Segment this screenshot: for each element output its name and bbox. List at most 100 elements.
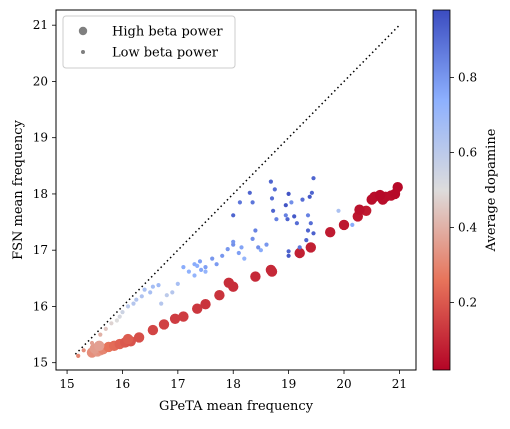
low-beta-point xyxy=(159,301,164,306)
low-beta-point xyxy=(309,190,314,195)
low-beta-point xyxy=(250,200,255,205)
low-beta-point xyxy=(285,217,290,222)
low-beta-point xyxy=(350,222,355,227)
low-beta-point xyxy=(283,203,288,208)
x-axis-label: GPeTA mean frequency xyxy=(159,399,314,414)
high-beta-point xyxy=(223,277,234,288)
high-beta-point xyxy=(122,333,134,345)
low-beta-point xyxy=(336,208,341,213)
y-tick-label: 19 xyxy=(33,131,48,145)
low-beta-point xyxy=(286,253,291,258)
low-beta-point xyxy=(81,348,86,353)
low-beta-point xyxy=(274,217,279,222)
high-beta-point xyxy=(338,219,350,231)
high-beta-point xyxy=(94,340,105,351)
high-beta-point xyxy=(354,204,365,215)
x-tick-label: 17 xyxy=(170,377,185,391)
low-beta-point xyxy=(283,213,288,218)
legend-label-high-beta: High beta power xyxy=(112,25,223,40)
low-beta-point xyxy=(220,253,225,258)
low-beta-point xyxy=(134,297,139,302)
low-beta-point xyxy=(236,250,241,256)
low-beta-point xyxy=(292,214,297,219)
high-beta-point xyxy=(192,303,203,314)
low-beta-point xyxy=(305,228,311,233)
colorbar-tick-label: 0.2 xyxy=(458,296,477,310)
legend-marker-low-beta xyxy=(81,50,85,54)
low-beta-point xyxy=(120,310,125,315)
x-tick-label: 20 xyxy=(336,377,351,391)
low-beta-point xyxy=(109,321,114,326)
low-beta-point xyxy=(203,265,208,270)
low-beta-point xyxy=(139,294,144,299)
low-beta-point xyxy=(308,221,313,226)
low-beta-point xyxy=(203,269,208,274)
low-beta-point xyxy=(186,269,191,274)
y-axis-label: FSN mean frequency xyxy=(11,119,26,259)
low-beta-point xyxy=(150,284,155,289)
low-beta-point xyxy=(268,179,273,184)
data-points-layer xyxy=(76,176,403,358)
low-beta-point xyxy=(125,304,131,309)
low-beta-point xyxy=(89,340,95,346)
low-beta-point xyxy=(300,197,305,202)
high-beta-point xyxy=(392,182,403,193)
identity-reference-line xyxy=(74,24,400,355)
low-beta-point xyxy=(156,283,161,288)
x-tick-label: 15 xyxy=(59,377,74,391)
low-beta-point xyxy=(311,231,316,236)
low-beta-point xyxy=(231,239,236,244)
y-tick-label: 17 xyxy=(33,243,48,257)
plot-area-frame xyxy=(55,9,417,371)
reference-line-layer xyxy=(74,24,400,355)
high-beta-point xyxy=(158,319,170,330)
high-beta-point xyxy=(200,299,211,310)
low-beta-point xyxy=(247,190,252,195)
y-tick-label: 15 xyxy=(33,356,48,370)
colorbar-tick-label: 0.6 xyxy=(458,146,477,160)
low-beta-point xyxy=(269,196,275,201)
low-beta-point xyxy=(225,247,230,252)
low-beta-point xyxy=(214,262,219,267)
low-beta-point xyxy=(305,213,311,218)
y-tick-label: 16 xyxy=(33,299,48,313)
y-tick-label: 18 xyxy=(33,187,48,201)
legend-marker-high-beta xyxy=(78,26,88,36)
low-beta-point xyxy=(258,248,263,253)
colorbar: 0.2 0.4 0.6 0.8 Average dopamine xyxy=(432,9,499,371)
low-beta-point xyxy=(272,187,277,192)
x-axis: 15 16 17 18 19 20 21 xyxy=(59,370,407,391)
low-beta-point xyxy=(98,332,103,337)
colorbar-tick-label: 0.8 xyxy=(458,71,477,85)
low-beta-point xyxy=(103,326,108,331)
low-beta-point xyxy=(304,238,309,243)
low-beta-point xyxy=(297,245,302,250)
high-beta-point xyxy=(325,227,336,238)
colorbar-tick-label: 0.4 xyxy=(458,221,477,235)
legend-box xyxy=(62,15,236,69)
low-beta-point xyxy=(253,228,258,233)
low-beta-point xyxy=(237,200,242,205)
low-beta-point xyxy=(264,242,269,247)
high-beta-point xyxy=(147,324,159,336)
low-beta-point xyxy=(286,249,291,254)
legend: High beta power Low beta power xyxy=(62,15,236,69)
low-beta-point xyxy=(307,194,312,199)
low-beta-point xyxy=(256,245,261,250)
low-beta-point xyxy=(210,256,215,261)
low-beta-point xyxy=(294,221,299,226)
low-beta-point xyxy=(239,245,244,250)
low-beta-point xyxy=(271,208,276,213)
high-beta-point xyxy=(265,264,277,276)
low-beta-point xyxy=(114,318,119,323)
x-tick-label: 19 xyxy=(281,377,296,391)
x-tick-label: 16 xyxy=(115,377,130,391)
low-beta-point xyxy=(76,353,81,358)
y-tick-label: 20 xyxy=(33,74,48,88)
low-beta-point xyxy=(175,281,180,286)
y-axis: 15 16 17 18 19 20 21 xyxy=(33,18,56,370)
low-beta-point xyxy=(131,301,136,306)
x-tick-label: 21 xyxy=(392,377,407,391)
